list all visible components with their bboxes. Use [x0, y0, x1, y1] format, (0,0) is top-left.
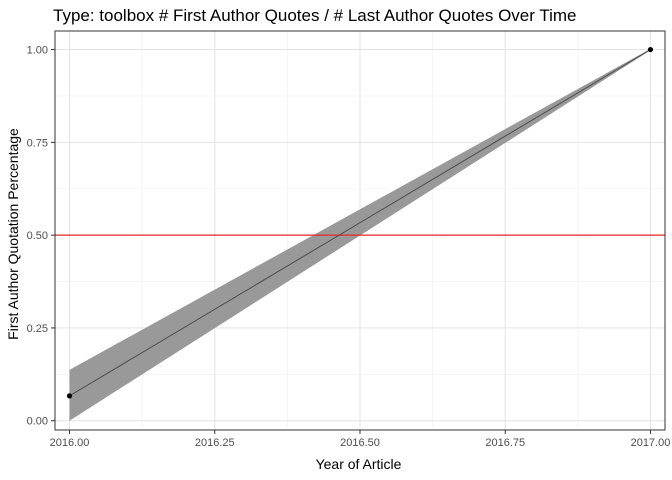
- points-layer: [66, 46, 654, 399]
- x-tick-label: 2017.00: [631, 437, 671, 449]
- x-tick-label: 2016.50: [340, 437, 380, 449]
- y-tick-label: 0.00: [27, 416, 48, 428]
- y-tick-label: 1.00: [27, 45, 48, 57]
- fit-line-layer: [69, 49, 651, 397]
- data-point: [66, 393, 73, 399]
- x-axis-ticks: 2016.00 2016.25 2016.50 2016.75 2017.00: [50, 430, 671, 449]
- x-tick-label: 2016.75: [485, 437, 525, 449]
- chart-title: Type: toolbox # First Author Quotes / # …: [53, 6, 576, 25]
- y-axis-ticks: 0.00 0.25 0.50 0.75 1.00: [27, 45, 55, 428]
- x-tick-label: 2016.25: [195, 437, 235, 449]
- y-axis-title: First Author Quotation Percentage: [5, 128, 21, 340]
- grid: [55, 31, 665, 430]
- y-tick-label: 0.25: [27, 323, 48, 335]
- y-tick-label: 0.50: [27, 230, 48, 242]
- y-tick-label: 0.75: [27, 137, 48, 149]
- data-point: [647, 46, 654, 53]
- fit-line: [69, 49, 651, 397]
- x-axis-title: Year of Article: [316, 456, 402, 472]
- x-tick-label: 2016.00: [50, 437, 90, 449]
